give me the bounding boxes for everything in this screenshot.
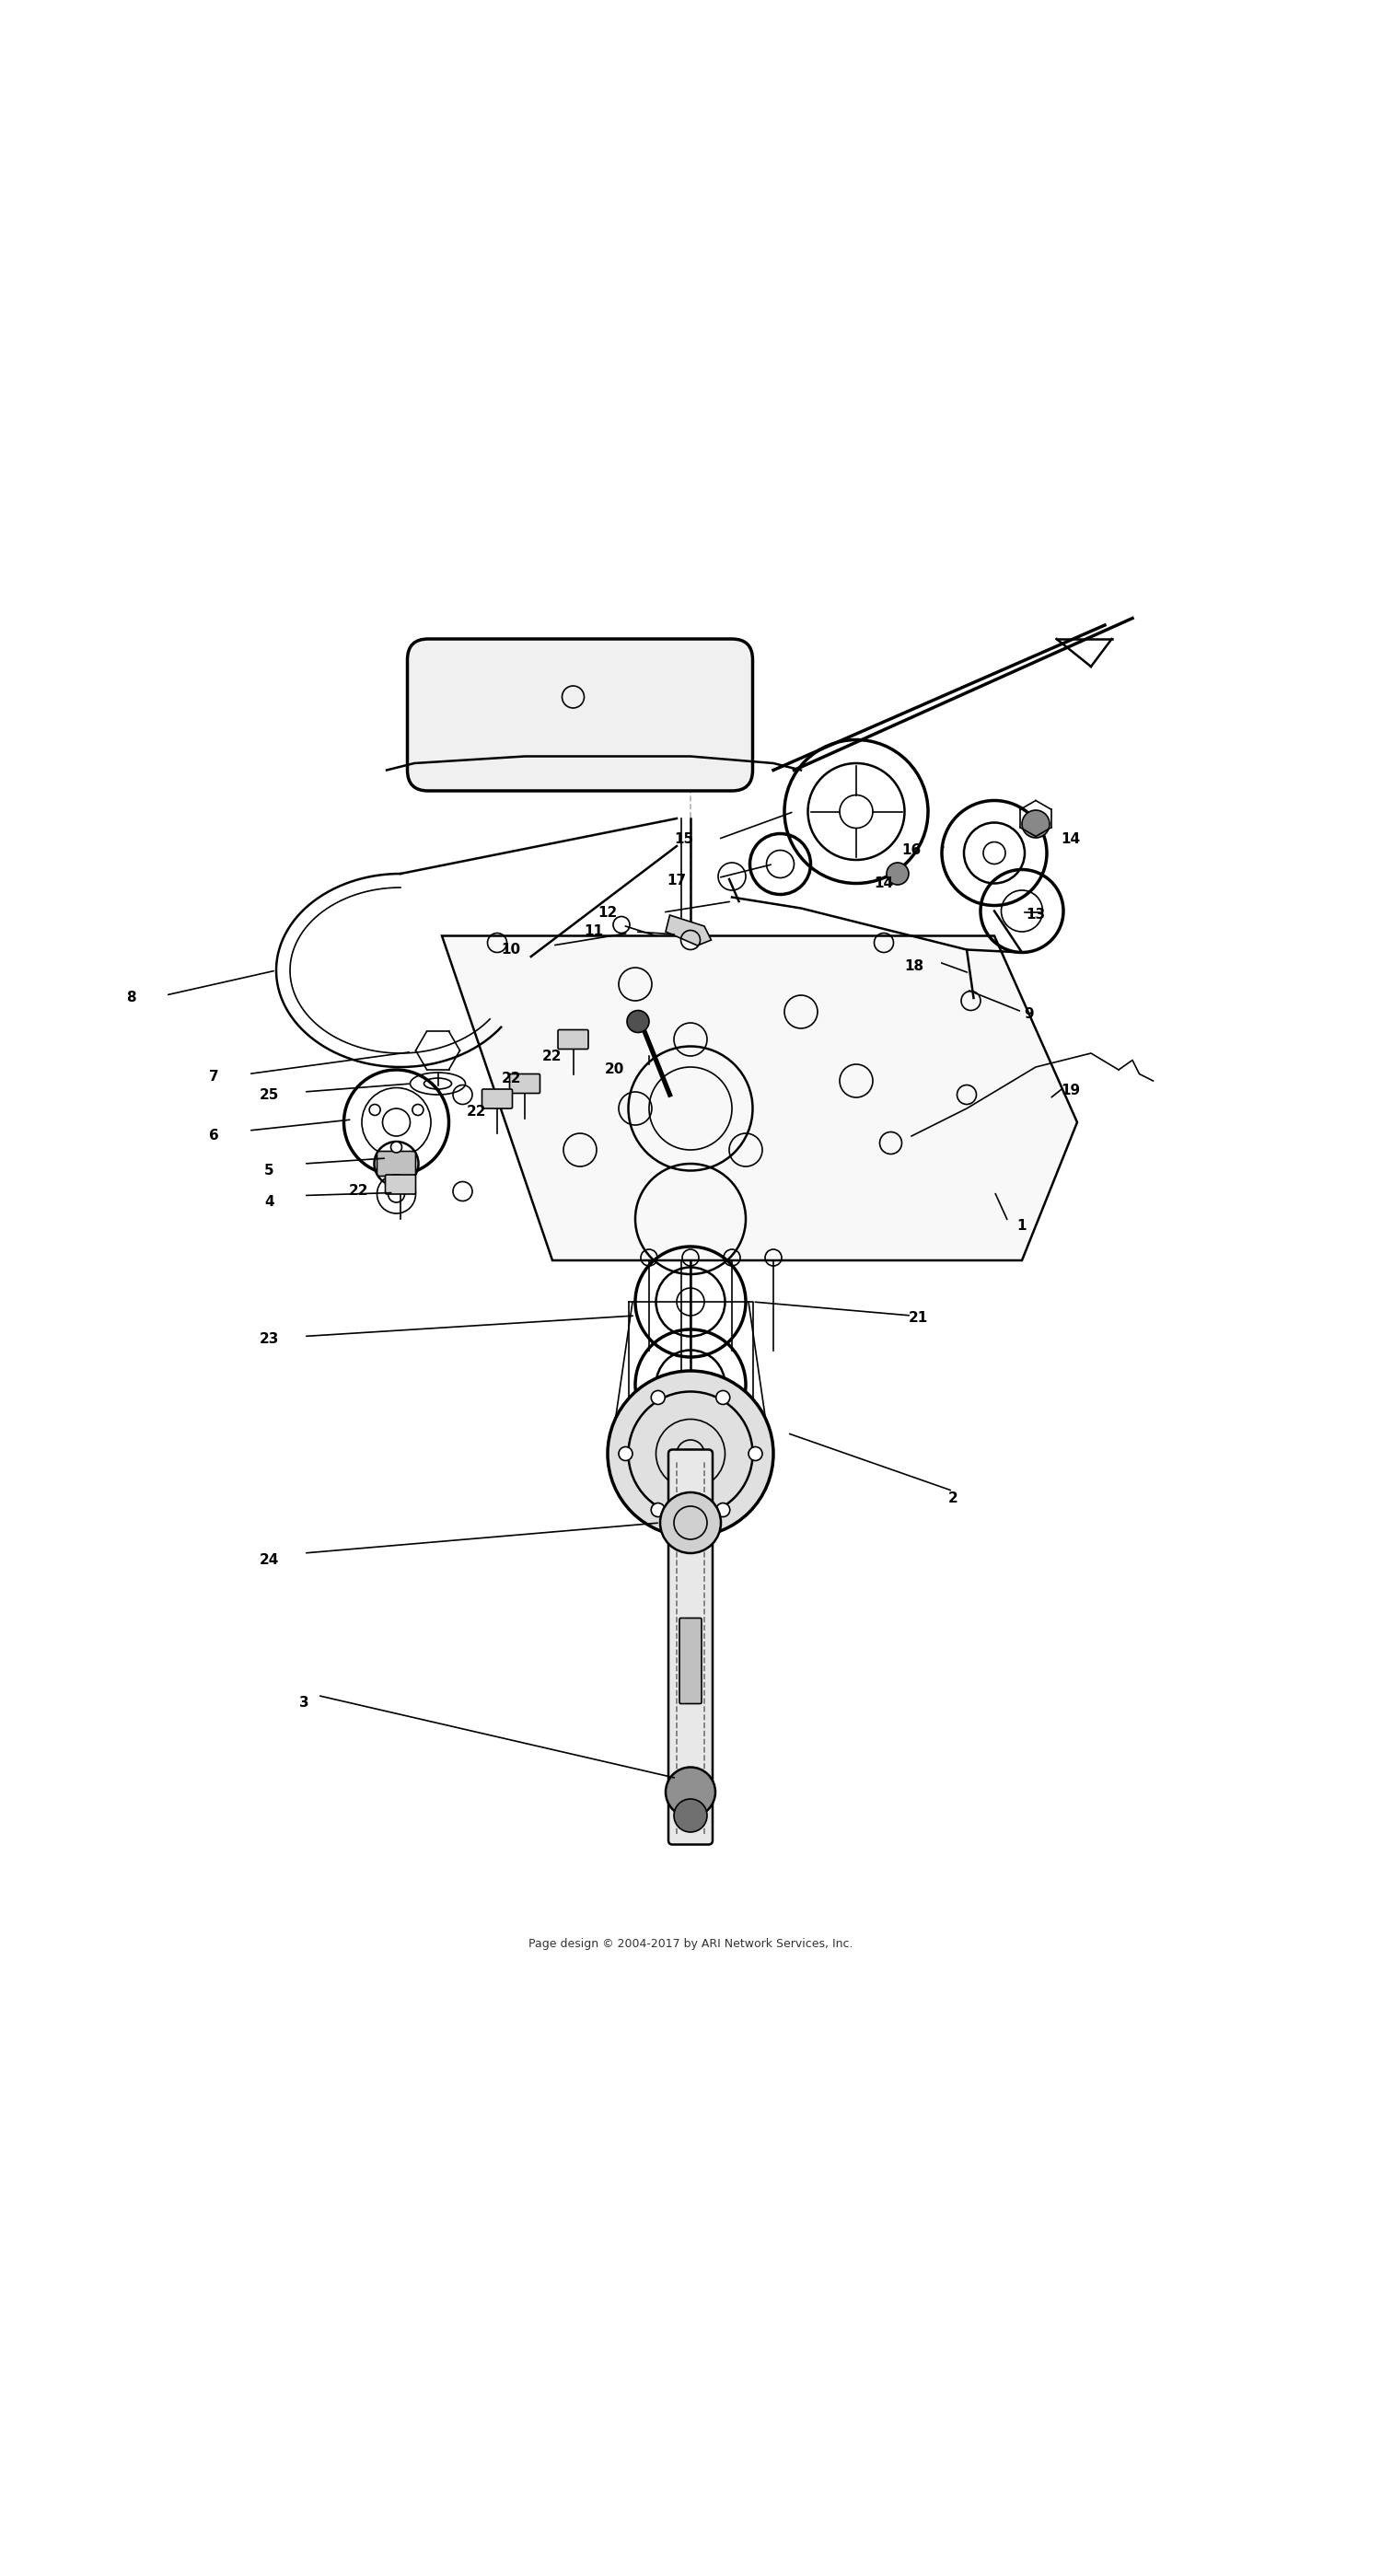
Circle shape xyxy=(749,1448,762,1461)
Text: 10: 10 xyxy=(501,943,521,956)
Circle shape xyxy=(1022,811,1050,837)
Polygon shape xyxy=(666,914,711,945)
FancyBboxPatch shape xyxy=(385,1175,416,1195)
Text: 7: 7 xyxy=(209,1069,220,1084)
Text: 14: 14 xyxy=(1061,832,1080,845)
Circle shape xyxy=(391,1141,402,1151)
Circle shape xyxy=(413,1105,424,1115)
Circle shape xyxy=(660,1492,721,1553)
Text: ARI: ARI xyxy=(656,1084,725,1118)
FancyBboxPatch shape xyxy=(407,639,753,791)
Text: 18: 18 xyxy=(905,958,924,974)
FancyBboxPatch shape xyxy=(377,1151,416,1177)
Text: 11: 11 xyxy=(584,925,603,938)
Text: 3: 3 xyxy=(298,1695,309,1710)
Text: 22: 22 xyxy=(501,1072,521,1084)
FancyBboxPatch shape xyxy=(668,1450,713,1844)
Text: 14: 14 xyxy=(874,876,894,891)
Text: 19: 19 xyxy=(1061,1084,1080,1097)
Circle shape xyxy=(715,1502,729,1517)
FancyBboxPatch shape xyxy=(482,1090,512,1108)
Text: 13: 13 xyxy=(1026,909,1045,922)
Circle shape xyxy=(619,1448,632,1461)
Circle shape xyxy=(887,863,909,884)
Text: 22: 22 xyxy=(349,1185,369,1198)
Circle shape xyxy=(674,1798,707,1832)
Text: 24: 24 xyxy=(260,1553,279,1566)
Text: 8: 8 xyxy=(126,992,137,1005)
Text: 5: 5 xyxy=(264,1164,275,1177)
Text: 25: 25 xyxy=(260,1087,279,1103)
Text: 17: 17 xyxy=(667,873,686,889)
Circle shape xyxy=(666,1767,715,1816)
Circle shape xyxy=(627,1010,649,1033)
FancyBboxPatch shape xyxy=(679,1618,702,1703)
Circle shape xyxy=(652,1502,666,1517)
Text: Page design © 2004-2017 by ARI Network Services, Inc.: Page design © 2004-2017 by ARI Network S… xyxy=(528,1937,852,1950)
Polygon shape xyxy=(670,1793,711,1829)
Circle shape xyxy=(715,1391,729,1404)
Text: 20: 20 xyxy=(605,1064,624,1077)
Text: 22: 22 xyxy=(543,1048,562,1064)
FancyBboxPatch shape xyxy=(510,1074,540,1092)
Text: 23: 23 xyxy=(260,1332,279,1347)
Text: 4: 4 xyxy=(264,1195,275,1208)
Circle shape xyxy=(369,1105,380,1115)
Polygon shape xyxy=(442,935,1077,1260)
Text: 6: 6 xyxy=(209,1128,220,1144)
FancyBboxPatch shape xyxy=(558,1030,588,1048)
Text: 1: 1 xyxy=(1016,1218,1026,1234)
Text: 22: 22 xyxy=(467,1105,486,1118)
Text: 2: 2 xyxy=(947,1492,958,1504)
Circle shape xyxy=(608,1370,773,1535)
Text: 12: 12 xyxy=(598,907,617,920)
Text: 16: 16 xyxy=(902,842,921,858)
Text: 9: 9 xyxy=(1023,1007,1034,1023)
Text: 21: 21 xyxy=(909,1311,928,1324)
Circle shape xyxy=(652,1391,666,1404)
Text: 15: 15 xyxy=(674,832,693,845)
